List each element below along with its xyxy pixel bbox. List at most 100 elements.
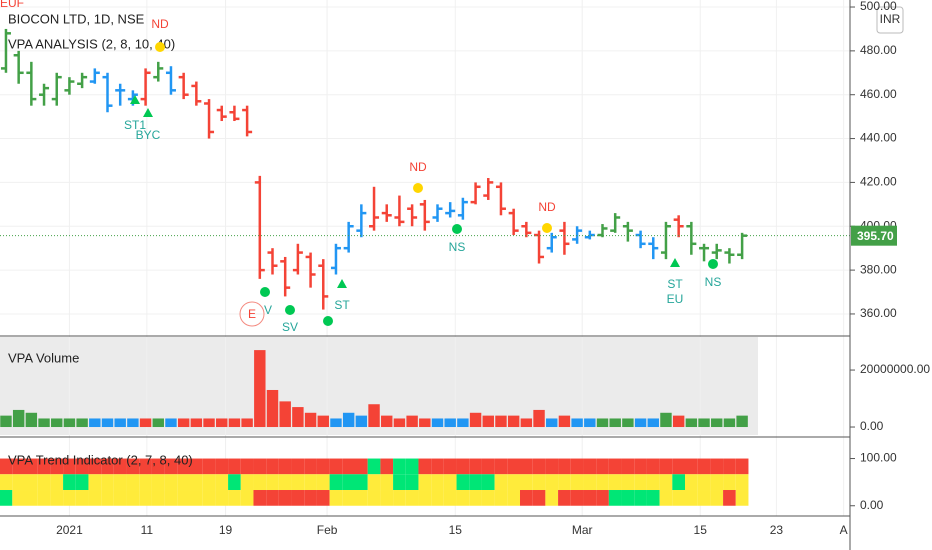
trend-cell [545,458,559,475]
volume-bar [292,407,304,428]
volume-bar [304,412,317,428]
trend-cell [481,474,495,491]
volume-bar [469,412,482,428]
trend-cell [291,474,305,491]
trend-cell [266,458,279,475]
trend-cell [12,458,26,475]
volume-bar [546,418,558,428]
currency-box[interactable] [876,6,904,34]
trend-cell [494,458,508,475]
trend-cell [202,474,216,491]
volume-bar [342,412,355,428]
trend-cell [240,490,254,506]
trend-cell [685,490,698,506]
volume-bar [127,418,139,428]
volume-bar [533,409,545,428]
volume-bar [63,418,76,428]
trend-cell [735,474,749,491]
volume-bar [634,418,647,428]
trend-cell [355,474,368,491]
trend-cell [646,474,660,491]
trend-cell [507,490,521,506]
trend-cell [101,474,114,491]
trend-cell [342,490,356,506]
volume-bar [12,409,25,428]
trend-cell [291,458,305,475]
trend-cell [190,474,203,491]
trend-cell [570,474,584,491]
trend-cell [126,490,140,506]
chart-title: BIOCON LTD, 1D, NSE [8,11,145,26]
trend-cell [88,474,102,491]
volume-bar [723,418,736,428]
trend-cell [380,458,394,475]
trend-cell [215,490,229,506]
trend-cell [646,458,660,475]
trend-cell [253,490,267,506]
trend-cell [723,474,736,491]
trend-cell [291,490,305,506]
volume-bar [241,418,253,428]
volume-bar [165,418,177,428]
volume-bar [89,418,101,428]
y-tick-label: 0.00 [860,498,884,512]
trend-cell [113,490,127,506]
trend-cell [316,474,330,491]
annotation: SV [282,320,298,334]
trend-cell [634,490,647,506]
trend-cell [558,490,571,506]
trend-cell [634,474,647,491]
volume-bar [203,418,215,428]
volume-bar [558,415,571,428]
trend-cell [456,458,470,475]
trend-cell [63,490,76,506]
trend-cell [304,474,317,491]
volume-bar [76,418,88,428]
trend-cell [469,474,482,491]
trend-cell [50,490,64,506]
trend-cell [735,490,749,506]
trend-cell [139,458,152,475]
trend-cell [329,474,343,491]
trend-cell [558,474,571,491]
trend-cell [393,458,406,475]
volume-bar [381,415,393,428]
annotation: ST [667,277,683,291]
y-tick-label: 420.00 [860,175,897,189]
annotation: EUF [0,0,24,10]
trend-cell [12,490,26,506]
trend-cell [101,458,114,475]
x-tick-label: 11 [141,523,154,537]
signal-dot [323,316,333,326]
trend-cell [151,458,165,475]
volume-bar [711,418,723,428]
volume-bar [672,415,685,428]
signal-dot [413,183,423,193]
trend-cell [583,458,597,475]
trend-cell [621,474,635,491]
volume-bar [736,415,748,428]
annotation: ND [151,17,169,31]
annotation: NS [705,275,722,289]
volume-bar [507,415,520,428]
signal-triangle [670,258,680,267]
trend-cell [164,490,178,506]
annotation: V [264,303,272,317]
trend-cell [570,490,584,506]
volume-bar [419,418,431,428]
trend-cell [190,490,203,506]
volume-bar [609,418,621,428]
last-price-label: 395.70 [857,229,894,243]
volume-bar [266,389,279,428]
trend-cell [621,458,635,475]
trend-cell [151,490,165,506]
trend-cell [63,458,76,475]
trend-cell [443,458,457,475]
trend-cell [202,458,216,475]
trend-cell [520,474,533,491]
trend-cell [431,474,444,491]
x-tick-label: 19 [219,523,233,537]
trend-cell [0,474,13,491]
annotation: ST1 [124,118,146,132]
trend-cell [431,490,444,506]
